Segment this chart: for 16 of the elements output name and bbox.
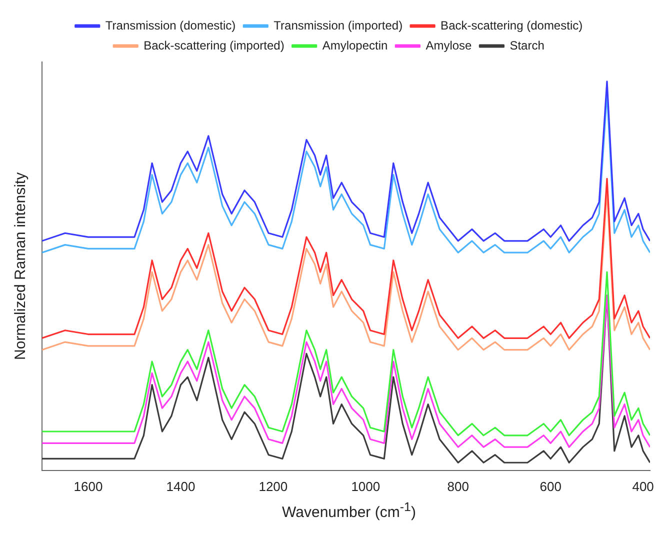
x-tick-label: 800 — [447, 478, 469, 494]
x-tick-label: 600 — [540, 478, 562, 494]
legend-label: Amylopectin — [322, 38, 388, 52]
legend-label: Back-scattering (imported) — [144, 38, 284, 52]
legend-label: Transmission (domestic) — [105, 18, 236, 32]
x-tick-label: 1200 — [258, 478, 288, 494]
x-axis-title: Wavenumber (cm$^{-1}$) — [281, 500, 417, 521]
legend-label: Amylose — [426, 38, 472, 52]
x-tick-label: 1400 — [166, 478, 196, 494]
x-tick-label: 1600 — [74, 478, 103, 494]
legend-label: Back-scattering (domestic) — [440, 18, 583, 32]
y-axis-title: Normalized Raman intensity — [12, 172, 30, 360]
legend-label: Transmission (imported) — [274, 18, 403, 32]
legend-label: Starch — [510, 38, 544, 52]
x-tick-label: 400 — [632, 478, 654, 494]
x-tick-label: 1000 — [351, 478, 380, 494]
